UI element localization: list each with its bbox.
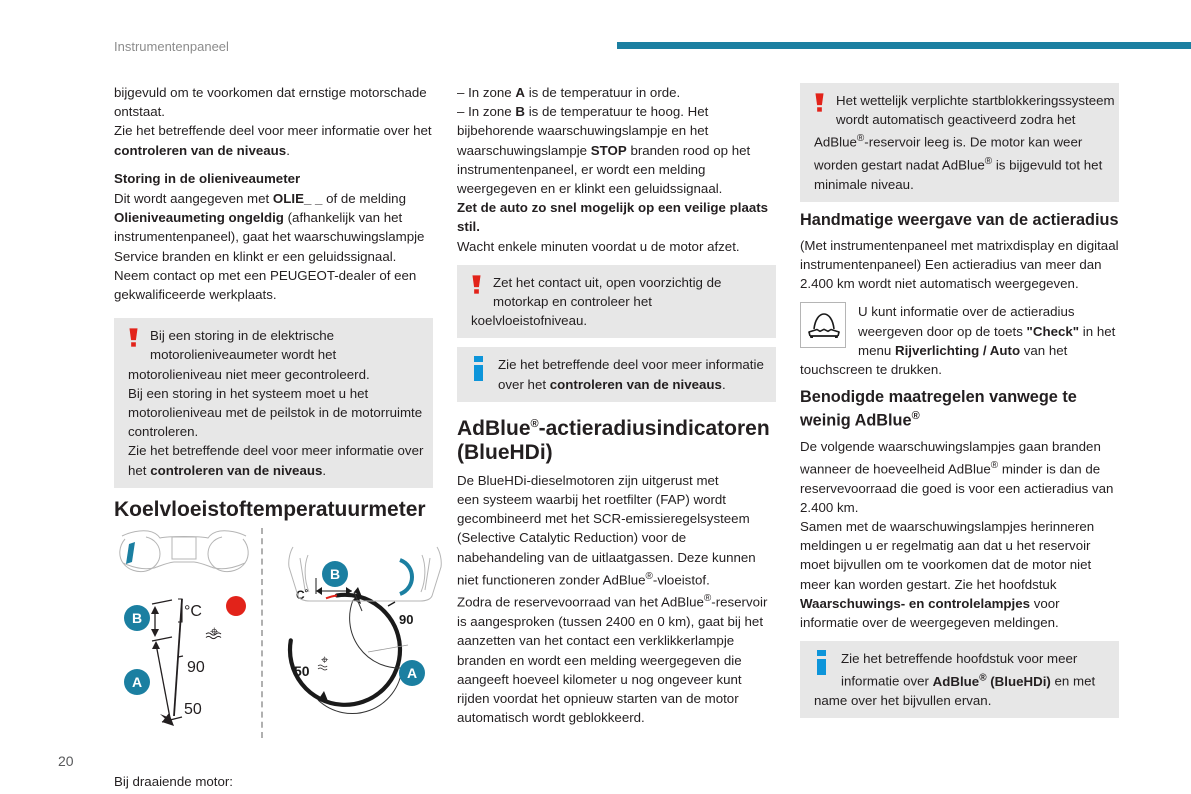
svg-text:B: B <box>330 566 340 582</box>
svg-text:⌖: ⌖ <box>321 652 329 667</box>
svg-text:50: 50 <box>294 663 310 679</box>
svg-text:A: A <box>407 665 417 681</box>
svg-text:90: 90 <box>399 612 413 627</box>
